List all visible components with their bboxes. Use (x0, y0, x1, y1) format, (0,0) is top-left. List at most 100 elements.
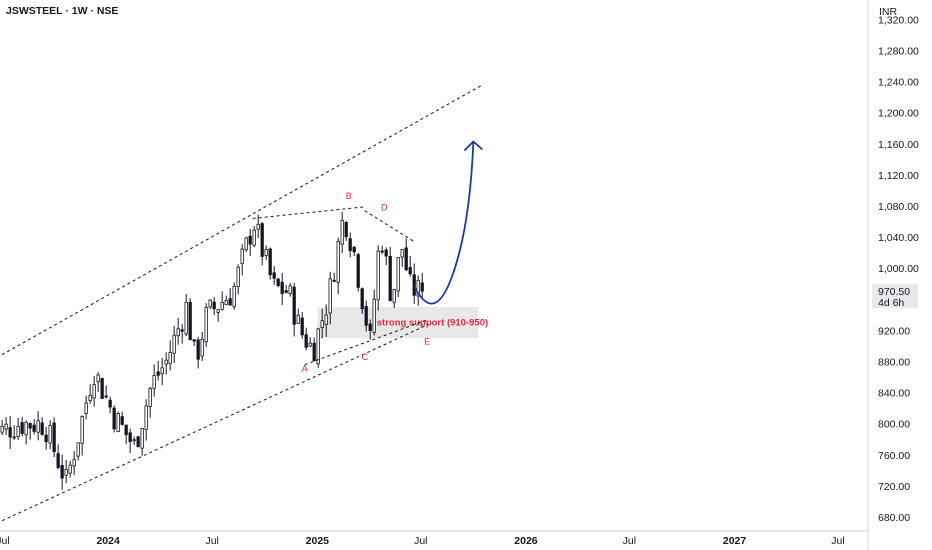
candle-up (48, 425, 52, 444)
candle-up (200, 338, 204, 357)
candle-down (280, 281, 284, 294)
candle-down (32, 424, 36, 432)
y-tick-label: 1,040.00 (878, 232, 919, 244)
candle-down (156, 371, 160, 376)
candle-up (84, 402, 88, 415)
candle-down (52, 422, 56, 453)
candle-up (392, 289, 396, 303)
candle-up (64, 469, 68, 476)
line-b-d (252, 206, 365, 219)
candle-down (192, 339, 196, 342)
candle-up (400, 249, 404, 258)
candle-up (12, 436, 16, 439)
candle-up (328, 278, 332, 314)
candle-down (388, 256, 392, 301)
y-tick-label: 1,160.00 (878, 139, 919, 151)
candle-down (268, 248, 272, 276)
candle-up (264, 249, 268, 257)
candle-up (0, 425, 4, 433)
candle-up (164, 359, 168, 365)
candle-up (140, 428, 144, 449)
candle-up (176, 328, 180, 337)
candle-up (168, 351, 172, 364)
candle-up (372, 298, 376, 333)
x-tick-label: Jul (414, 535, 427, 547)
candle-up (72, 459, 76, 467)
candle-down (28, 423, 32, 429)
candle-up (160, 367, 164, 375)
candle-up (244, 237, 248, 251)
candle-up (16, 425, 20, 437)
candle-up (148, 387, 152, 407)
wave-label-d: D (381, 203, 388, 213)
trendlines-layer (0, 85, 483, 523)
candle-up (144, 405, 148, 430)
candle-down (228, 298, 232, 306)
last-price-countdown: 4d 6h (878, 297, 904, 309)
candle-down (284, 290, 288, 293)
candle-down (212, 301, 216, 310)
currency-label: INR (879, 6, 898, 18)
candle-up (88, 394, 92, 402)
x-tick-label: 2025 (306, 535, 330, 547)
candle-up (396, 257, 400, 292)
last-price-value: 970.50 (878, 286, 910, 298)
candle-up (116, 413, 120, 433)
candle-up (256, 223, 260, 230)
candle-down (136, 436, 140, 448)
y-tick-label: 760.00 (878, 450, 910, 462)
candle-down (420, 282, 424, 292)
candle-down (368, 323, 372, 331)
y-tick-label: 1,200.00 (878, 108, 919, 120)
candle-down (8, 427, 12, 438)
candles-layer (0, 211, 424, 491)
candle-up (216, 309, 220, 313)
projection-arrow (413, 141, 475, 305)
candle-down (56, 453, 60, 468)
projection-arrow-head (463, 140, 483, 152)
support-zone-label: strong support (910-950) (377, 318, 488, 329)
y-tick-label: 1,240.00 (878, 77, 919, 89)
candle-down (404, 247, 408, 271)
candle-down (40, 422, 44, 435)
candle-down (356, 254, 360, 288)
candle-down (292, 286, 296, 325)
candle-up (336, 240, 340, 283)
candle-down (408, 267, 412, 275)
candle-up (152, 375, 156, 389)
channel-lower-line (0, 323, 429, 523)
candle-down (104, 395, 108, 398)
candle-up (240, 248, 244, 265)
last-price-tag (872, 284, 918, 309)
candle-up (220, 302, 224, 310)
candle-down (272, 272, 276, 279)
x-tick-label: Jul (623, 535, 636, 547)
candle-up (76, 442, 80, 457)
candle-up (376, 250, 380, 301)
candle-down (360, 288, 364, 310)
candle-up (204, 307, 208, 343)
candle-down (348, 238, 352, 252)
wave-label-e: E (424, 336, 430, 346)
candle-up (68, 464, 72, 474)
candle-down (188, 301, 192, 341)
candle-down (364, 305, 368, 326)
candle-down (196, 339, 200, 360)
candle-down (248, 235, 252, 245)
candle-down (120, 416, 124, 425)
candle-down (180, 329, 184, 332)
x-tick-label: 2024 (96, 535, 120, 547)
candle-up (96, 374, 100, 383)
candle-up (296, 314, 300, 324)
wave-label-a: A (302, 364, 308, 374)
y-tick-label: 720.00 (878, 481, 910, 493)
x-tick-label: Jul (831, 535, 844, 547)
wave-label-b: B (346, 191, 352, 201)
candle-down (260, 223, 264, 257)
candle-up (172, 334, 176, 354)
wave-label-c: C (362, 352, 369, 362)
candle-down (276, 278, 280, 286)
channel-upper-line (0, 85, 482, 357)
